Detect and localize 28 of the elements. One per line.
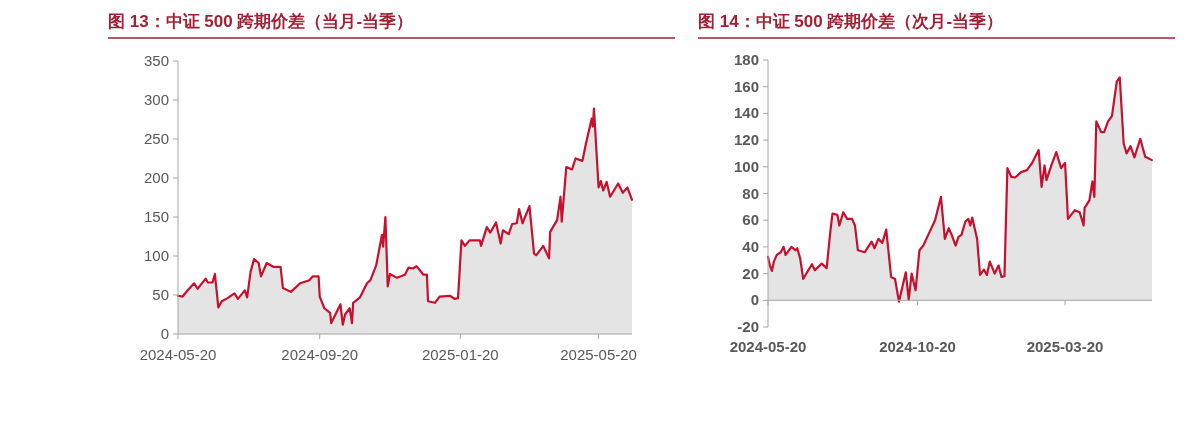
y-tick-label: 160	[733, 77, 759, 95]
y-tick-label: 20	[742, 264, 759, 282]
x-tick-label: 2024-10-20	[879, 338, 956, 355]
y-tick-label: 200	[143, 169, 169, 186]
y-tick-label: 250	[143, 130, 169, 147]
chart-title: 图 13：中证 500 跨期价差（当月-当季）	[108, 12, 414, 31]
x-tick-label: 2024-09-20	[281, 346, 359, 363]
y-tick-label: 40	[742, 237, 759, 255]
y-tick-label: -20	[737, 318, 759, 335]
x-tick-label: 2025-01-20	[421, 346, 499, 363]
x-tick-label: 2024-05-20	[139, 346, 217, 363]
y-tick-label: 150	[143, 208, 169, 225]
y-tick-label: 100	[733, 157, 759, 175]
y-tick-label: 0	[750, 291, 759, 309]
y-tick-label: 100	[143, 247, 169, 264]
y-tick-label: 140	[733, 104, 759, 122]
y-tick-label: 350	[143, 52, 169, 69]
y-tick-label: 50	[152, 286, 169, 303]
y-tick-label: 120	[733, 131, 759, 149]
y-tick-label: 80	[742, 184, 759, 202]
x-tick-label: 2025-03-20	[1026, 338, 1104, 355]
x-tick-label: 2024-05-20	[729, 338, 807, 355]
chart-title: 图 14：中证 500 跨期价差（次月-当季）	[698, 12, 1004, 31]
y-tick-label: 300	[143, 91, 169, 108]
y-tick-label: 60	[742, 211, 759, 229]
y-tick-label: 180	[733, 51, 759, 68]
x-tick-label: 2025-05-20	[560, 346, 637, 363]
y-tick-label: 0	[160, 325, 169, 342]
